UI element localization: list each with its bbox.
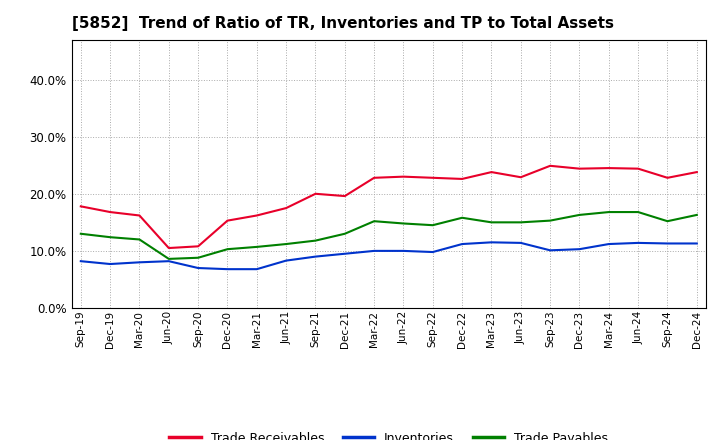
Inventories [135, 260, 144, 265]
Trade Payables [487, 220, 496, 225]
Inventories [516, 240, 525, 246]
Inventories [605, 242, 613, 247]
Trade Receivables [516, 175, 525, 180]
Line: Trade Receivables: Trade Receivables [81, 166, 697, 248]
Trade Receivables [428, 175, 437, 180]
Trade Payables [282, 242, 290, 247]
Inventories [458, 242, 467, 247]
Trade Payables [605, 209, 613, 215]
Inventories [693, 241, 701, 246]
Trade Receivables [223, 218, 232, 223]
Trade Receivables [341, 194, 349, 199]
Trade Payables [516, 220, 525, 225]
Trade Receivables [575, 166, 584, 171]
Trade Receivables [634, 166, 642, 171]
Inventories [253, 267, 261, 272]
Trade Receivables [605, 165, 613, 171]
Trade Payables [458, 215, 467, 220]
Inventories [164, 259, 173, 264]
Trade Payables [370, 219, 379, 224]
Line: Trade Payables: Trade Payables [81, 212, 697, 259]
Inventories [546, 248, 554, 253]
Trade Receivables [663, 175, 672, 180]
Inventories [311, 254, 320, 259]
Trade Receivables [487, 169, 496, 175]
Inventories [194, 265, 202, 271]
Trade Receivables [458, 176, 467, 182]
Trade Payables [575, 212, 584, 217]
Trade Receivables [370, 175, 379, 180]
Trade Receivables [282, 205, 290, 211]
Inventories [575, 246, 584, 252]
Trade Payables [76, 231, 85, 236]
Inventories [282, 258, 290, 263]
Inventories [76, 259, 85, 264]
Trade Payables [693, 212, 701, 217]
Legend: Trade Receivables, Inventories, Trade Payables: Trade Receivables, Inventories, Trade Pa… [164, 427, 613, 440]
Trade Payables [341, 231, 349, 236]
Trade Payables [399, 221, 408, 226]
Inventories [663, 241, 672, 246]
Trade Payables [663, 219, 672, 224]
Trade Receivables [546, 163, 554, 169]
Trade Receivables [76, 204, 85, 209]
Trade Receivables [311, 191, 320, 196]
Trade Payables [546, 218, 554, 223]
Trade Payables [194, 255, 202, 260]
Inventories [428, 249, 437, 255]
Inventories [370, 248, 379, 253]
Trade Receivables [693, 169, 701, 175]
Trade Payables [311, 238, 320, 243]
Inventories [634, 240, 642, 246]
Trade Receivables [106, 209, 114, 215]
Inventories [223, 267, 232, 272]
Text: [5852]  Trend of Ratio of TR, Inventories and TP to Total Assets: [5852] Trend of Ratio of TR, Inventories… [72, 16, 614, 32]
Trade Receivables [253, 213, 261, 218]
Inventories [106, 261, 114, 267]
Trade Receivables [164, 246, 173, 251]
Trade Payables [106, 235, 114, 240]
Trade Payables [164, 256, 173, 261]
Inventories [341, 251, 349, 257]
Trade Receivables [399, 174, 408, 179]
Trade Payables [634, 209, 642, 215]
Inventories [399, 248, 408, 253]
Trade Receivables [194, 244, 202, 249]
Line: Inventories: Inventories [81, 242, 697, 269]
Trade Payables [223, 246, 232, 252]
Trade Payables [135, 237, 144, 242]
Trade Receivables [135, 213, 144, 218]
Inventories [487, 240, 496, 245]
Trade Payables [253, 244, 261, 249]
Trade Payables [428, 223, 437, 228]
